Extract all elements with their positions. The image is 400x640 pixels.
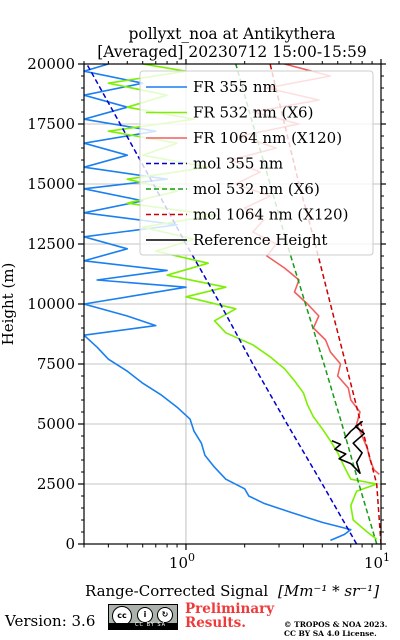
series-line-6 bbox=[331, 420, 365, 474]
x-axis-label-units: [Mm⁻¹ * sr⁻¹] bbox=[278, 582, 379, 600]
y-tick-label: 15000 bbox=[27, 175, 75, 193]
y-tick-label: 7500 bbox=[37, 355, 75, 373]
attribution-icon: i bbox=[137, 607, 153, 623]
cc-license-badge: cc i ↻ CC BY SA bbox=[108, 604, 178, 630]
copyright-notice: © TROPOS & NOA 2023. CC BY SA 4.0 Licens… bbox=[284, 620, 387, 638]
legend-label-3: mol 355 nm bbox=[193, 155, 283, 173]
axis-ticks: 0 2500 5000 7500 10000 12500 15000 17500 20000 10… bbox=[27, 55, 390, 572]
lidar-profile-chart: pollyxt_noa at Antikythera [Averaged] 20… bbox=[0, 25, 390, 600]
legend-label-6: Reference Height bbox=[193, 231, 327, 249]
y-tick-label: 12500 bbox=[27, 235, 75, 253]
legend-box bbox=[139, 70, 374, 256]
y-tick-label: 20000 bbox=[27, 55, 75, 73]
x-axis-label: Range-Corrected Signal [Mm⁻¹ * sr⁻¹] bbox=[85, 582, 379, 600]
x-tick-label: 100 bbox=[169, 551, 195, 572]
y-axis-label: Height (m) bbox=[0, 263, 17, 346]
footer: Version: 3.6 cc i ↻ CC BY SA Preliminary… bbox=[0, 600, 400, 640]
legend: FR 355 nm FR 532 nm (X6) FR 1064 nm (X120)… bbox=[139, 70, 374, 256]
series-line-3 bbox=[86, 64, 358, 544]
preliminary-line2: Results. bbox=[185, 615, 246, 631]
y-tick-label: 2500 bbox=[37, 475, 75, 493]
y-tick-label: 10000 bbox=[27, 295, 75, 313]
chart-title-line1: pollyxt_noa at Antikythera bbox=[128, 25, 335, 43]
legend-label-0: FR 355 nm bbox=[193, 78, 277, 96]
cc-license-strip: CC BY SA bbox=[109, 622, 177, 629]
legend-label-1: FR 532 nm (X6) bbox=[193, 104, 313, 122]
y-tick-label: 17500 bbox=[27, 115, 75, 133]
preliminary-notice: Preliminary Results. bbox=[185, 602, 274, 630]
legend-label-2: FR 1064 nm (X120) bbox=[193, 129, 342, 147]
version-label: Version: 3.6 bbox=[5, 612, 96, 630]
cc-license-text: CC BY SA bbox=[135, 622, 167, 628]
share-alike-icon: ↻ bbox=[157, 607, 173, 623]
copyright-line1: © TROPOS & NOA 2023. bbox=[284, 620, 388, 629]
x-axis-label-prefix: Range-Corrected Signal bbox=[85, 582, 268, 600]
x-tick-label: 101 bbox=[364, 551, 390, 572]
preliminary-line1: Preliminary bbox=[185, 601, 275, 617]
y-tick-label: 0 bbox=[65, 535, 75, 553]
y-tick-label: 5000 bbox=[37, 415, 75, 433]
legend-label-5: mol 1064 nm (X120) bbox=[193, 206, 348, 224]
chart-title-line2: [Averaged] 20230712 15:00-15:59 bbox=[97, 43, 367, 61]
legend-label-4: mol 532 nm (X6) bbox=[193, 180, 320, 198]
copyright-line2: CC BY SA 4.0 License. bbox=[284, 629, 377, 638]
series-line-0 bbox=[84, 64, 352, 542]
